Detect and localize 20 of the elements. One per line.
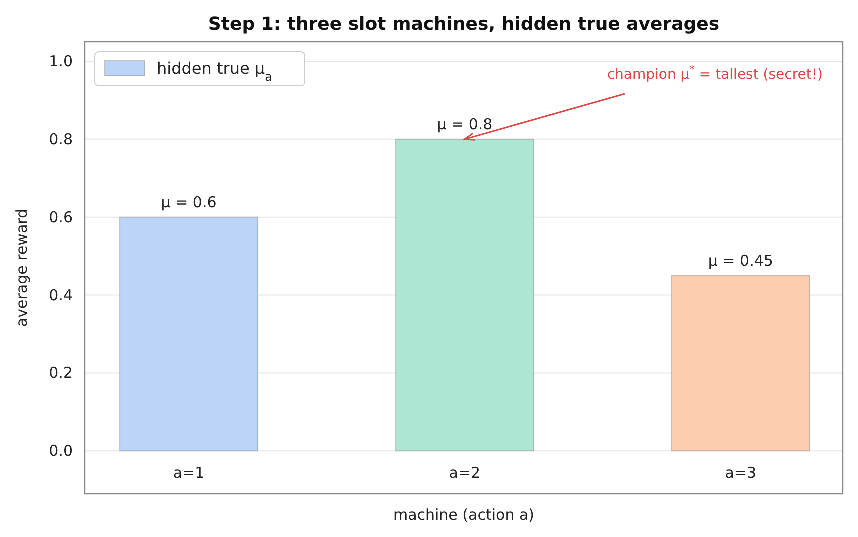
- annotation: champion μ$^{*}$ = tallest (secret!): [607, 64, 823, 83]
- chart-title: Step 1: three slot machines, hidden true averages: [208, 14, 720, 35]
- x-tick-label: a=2: [449, 464, 481, 482]
- data-label: μ = 0.45: [708, 252, 774, 270]
- y-tick-label: 0.0: [49, 442, 73, 460]
- bar: [120, 216, 259, 452]
- y-tick-label: 0.4: [49, 286, 73, 304]
- x-axis-title: machine (action a): [393, 506, 535, 524]
- y-axis-title: average reward: [13, 208, 31, 328]
- x-tick-label: a=3: [725, 464, 757, 482]
- y-tick-label: 0.8: [49, 130, 73, 148]
- legend-label: hidden true μ$_{a}$: [157, 59, 272, 84]
- data-label: μ = 0.6: [161, 193, 217, 212]
- y-tick-label: 1.0: [49, 52, 73, 70]
- y-tick-label: 0.6: [49, 208, 73, 226]
- x-tick-label: a=1: [173, 464, 205, 482]
- y-tick-label: 0.2: [49, 364, 73, 382]
- data-label: μ = 0.8: [437, 115, 493, 134]
- bar: [395, 138, 534, 452]
- bar: [671, 275, 810, 452]
